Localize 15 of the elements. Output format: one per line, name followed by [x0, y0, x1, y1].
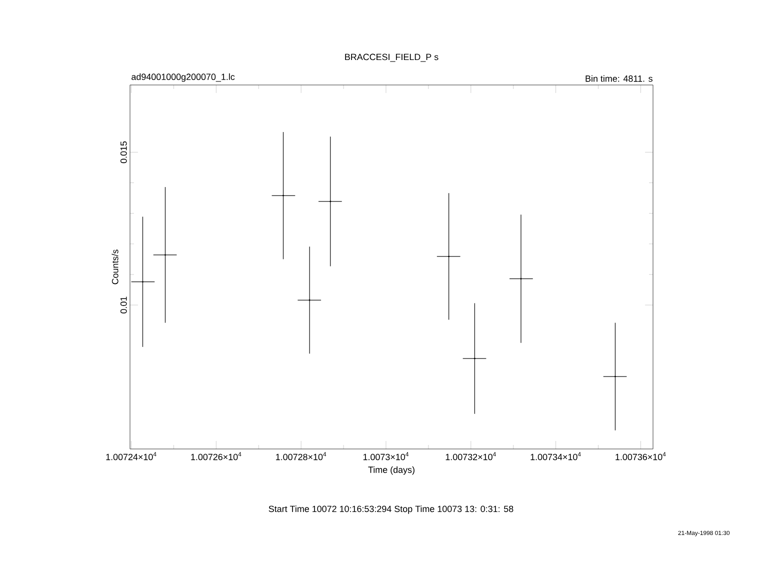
x-tick-label: 1.00734×10$^{4}$ — [530, 452, 581, 460]
chart-subtitle: ad94001000g200070_1.lc — [132, 73, 235, 82]
y-tick-label: 0.015 — [120, 141, 127, 164]
x-tick-label: 1.00726×10$^{4}$ — [191, 452, 242, 460]
x-tick-label: 1.00736×10$^{4}$ — [616, 452, 666, 460]
text: Start Time 10072 10:16:53:294 Stop Time 10073 13: 0:31: 58 — [268, 505, 514, 514]
chart-title: BRACCESI_FIELD_P s — [345, 54, 438, 62]
y-tick-label: 0.01 — [120, 296, 127, 314]
x-tick-label: 1.00732×10$^{4}$ — [446, 452, 496, 460]
text: Bin time: 4811. s — [586, 75, 652, 82]
x-tick-label: 1.0073×10$^{4}$ — [363, 452, 409, 460]
x-axis-title: Time (days) — [368, 466, 414, 475]
y-axis-title: Counts/s — [112, 250, 118, 284]
x-tick-label: 1.00728×10$^{4}$ — [276, 452, 326, 460]
x-tick-label: 1.00724×10$^{4}$ — [106, 452, 156, 460]
